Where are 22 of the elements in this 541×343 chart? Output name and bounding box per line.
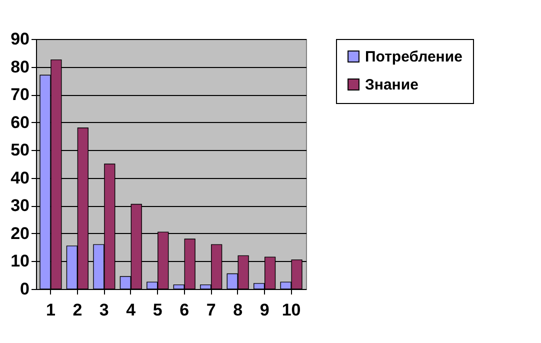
y-tick-label: 50	[10, 140, 30, 160]
legend-label: Потребление	[365, 48, 462, 66]
x-tick-label: 4	[126, 300, 136, 320]
x-tick-label: 9	[260, 300, 270, 320]
y-tick-label: 10	[10, 252, 30, 271]
y-tick-label: 40	[10, 168, 30, 188]
y-tick-label: 70	[10, 85, 30, 104]
x-tick-label: 8	[233, 300, 243, 320]
x-tick-label: 1	[46, 300, 56, 320]
y-tick-label: 30	[10, 196, 30, 216]
y-tick-label: 60	[10, 112, 30, 132]
legend-label: Знание	[365, 76, 418, 94]
y-tick-label: 20	[10, 224, 30, 243]
x-tick-label: 6	[180, 300, 190, 320]
y-tick-label: 80	[10, 57, 30, 76]
x-tick-label: 3	[99, 300, 109, 320]
x-tick-label: 5	[152, 300, 162, 320]
x-tick-label: 10	[282, 300, 301, 320]
y-tick-label: 90	[10, 30, 30, 48]
x-tick-label: 7	[206, 300, 216, 320]
y-tick-label: 0	[20, 280, 30, 298]
x-tick-label: 2	[72, 300, 82, 320]
